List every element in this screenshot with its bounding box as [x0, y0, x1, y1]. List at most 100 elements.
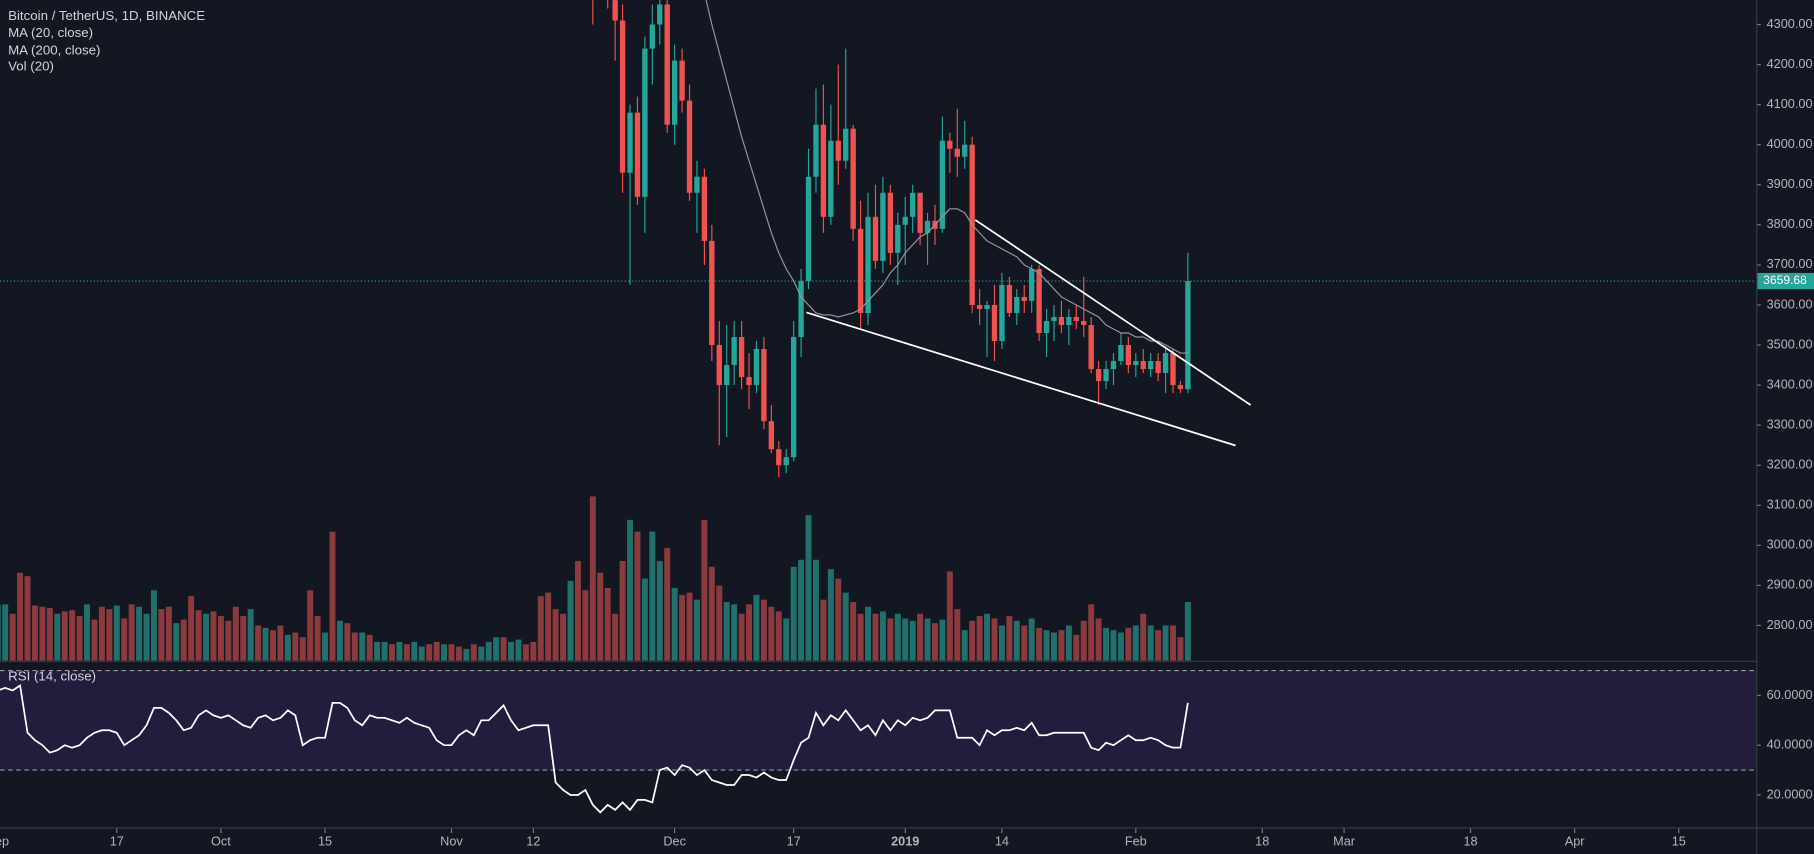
candle-body: [798, 280, 804, 338]
volume-bar: [84, 604, 91, 661]
volume-bar: [240, 616, 247, 661]
volume-bar: [783, 618, 790, 661]
volume-bar: [336, 620, 343, 661]
volume-bar: [128, 604, 135, 661]
candle-body: [686, 100, 693, 193]
volume-bar: [991, 618, 998, 661]
candle-body: [709, 240, 715, 346]
volume-bar: [61, 611, 68, 661]
x-tick-label: Apr: [1565, 834, 1586, 849]
volume-bar: [961, 630, 968, 661]
candle-body: [1058, 316, 1065, 325]
x-tick-label: Dec: [663, 834, 686, 849]
volume-bar: [1043, 630, 1050, 661]
y-tick-label: 60.0000: [1767, 687, 1813, 702]
candle-body: [627, 112, 633, 173]
volume-bar: [1140, 613, 1147, 661]
volume-bar: [9, 613, 16, 661]
volume-bar: [448, 644, 455, 661]
candle-body: [1170, 353, 1176, 386]
volume-bar: [850, 602, 857, 661]
x-tick-label: 18: [1255, 834, 1269, 849]
volume-bar: [634, 531, 641, 661]
indicator-label[interactable]: MA (20, close): [8, 25, 93, 40]
volume-bar: [1006, 616, 1013, 661]
volume-bar: [31, 605, 38, 661]
candle-body: [917, 192, 923, 233]
volume-bar: [1177, 637, 1184, 661]
y-tick-label: 4000.00: [1767, 136, 1813, 151]
candle-body: [1081, 320, 1087, 325]
volume-bar: [98, 606, 105, 661]
volume-bar: [359, 632, 366, 661]
volume-bar: [798, 559, 805, 661]
volume-bar: [277, 625, 284, 661]
volume-bar: [441, 644, 448, 661]
volume-bar: [411, 641, 418, 661]
volume-bar: [39, 606, 46, 661]
candle-body: [1162, 353, 1169, 374]
candle-body: [642, 48, 648, 197]
volume-bar: [188, 596, 195, 661]
volume-bar: [1036, 627, 1043, 661]
y-tick-label: 3300.00: [1767, 417, 1813, 432]
candle-body: [679, 60, 685, 101]
volume-bar: [909, 620, 916, 661]
indicator-label[interactable]: Vol (20): [8, 59, 54, 74]
volume-bar: [842, 592, 849, 661]
volume-bar: [917, 613, 924, 661]
rsi-pane: [0, 669, 1757, 814]
volume-bar: [322, 632, 329, 661]
volume-bar: [768, 606, 775, 661]
symbol-title[interactable]: Bitcoin / TetherUS, 1D, BINANCE: [8, 8, 205, 23]
volume-bar: [329, 531, 336, 661]
volume-bar: [932, 623, 938, 661]
volume-bar: [701, 519, 708, 661]
volume-bar: [396, 641, 403, 661]
y-tick-label: 3600.00: [1767, 296, 1813, 311]
ma-line: [705, 0, 1188, 354]
volume-bar: [232, 606, 239, 661]
y-tick-label: 2800.00: [1767, 617, 1813, 632]
y-tick-label: 3000.00: [1767, 537, 1813, 552]
volume-bar: [247, 609, 254, 661]
y-tick-label: 3800.00: [1767, 216, 1813, 231]
candle-body: [835, 140, 841, 161]
volume-bar: [76, 616, 83, 661]
last-price-tag: [1757, 272, 1814, 290]
volume-bar: [939, 619, 946, 661]
x-tick-label: Nov: [440, 834, 463, 849]
candle-body: [954, 148, 960, 157]
volume-bar: [478, 646, 485, 661]
indicator-label[interactable]: MA (200, close): [8, 43, 100, 58]
candle-body: [768, 421, 775, 450]
volume-bar: [664, 548, 671, 661]
candle-body: [865, 216, 871, 313]
volume-bar: [1073, 634, 1080, 661]
candle-body: [895, 224, 901, 253]
volume-bar: [1155, 630, 1162, 661]
volume-bar: [217, 616, 224, 661]
indicator-label[interactable]: RSI (14, close): [8, 668, 96, 683]
candle-body: [753, 349, 760, 386]
volume-bar: [1110, 630, 1117, 661]
volume-bar: [589, 496, 596, 661]
trend-line[interactable]: [974, 219, 1252, 406]
candle-body: [783, 457, 789, 466]
volume-bar: [619, 560, 626, 661]
volume-bar: [433, 641, 440, 661]
volume-bar: [902, 618, 909, 661]
trend-line[interactable]: [806, 311, 1236, 447]
volume-bar: [255, 625, 262, 661]
volume-bar: [195, 610, 202, 661]
volume-bar: [374, 641, 381, 661]
volume-bar: [270, 630, 276, 661]
candle-body: [887, 192, 894, 253]
candle-body: [724, 365, 730, 386]
volume-bar: [708, 566, 715, 661]
rsi-band: [0, 670, 1757, 771]
candle-body: [976, 304, 983, 309]
candle-body: [1103, 369, 1109, 382]
